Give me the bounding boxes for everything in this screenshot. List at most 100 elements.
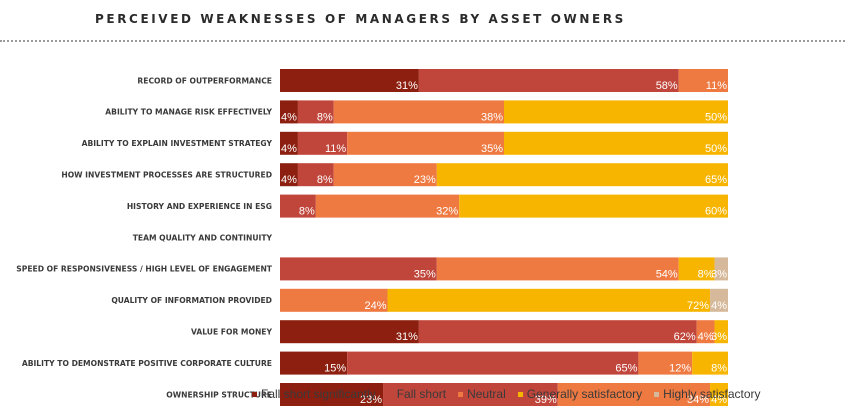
legend-label: Generally satisfactory [526, 387, 643, 401]
legend-label: Neutral [467, 387, 506, 401]
bar-value-label: 8% [317, 111, 333, 123]
bar-value-label: 15% [324, 363, 346, 375]
bar-segment [333, 163, 437, 187]
legend: Fall short significantly Fall short Neutra… [252, 387, 761, 401]
category-labels-layer: RECORD OF OUTPERFORMANCE ABILITY TO MANAG… [16, 76, 273, 399]
bar-segment [297, 131, 348, 155]
legend-item: Neutral [458, 387, 506, 401]
bar-value-label: 3% [711, 331, 727, 343]
bar-segment [678, 69, 728, 92]
bar-value-label: 4% [281, 174, 297, 186]
dotted-divider [0, 40, 845, 42]
bar-value-label: 38% [481, 111, 503, 123]
bar-value-label: 34% [687, 394, 709, 406]
bar-segment [418, 69, 679, 92]
bar-value-label: 39% [535, 394, 557, 406]
bar-segment [696, 320, 715, 344]
bar-segment [297, 163, 334, 187]
legend-label: Fall short [396, 387, 447, 401]
category-label: QUALITY OF INFORMATION PROVIDED [111, 296, 272, 305]
bar-value-label: 4% [698, 331, 714, 343]
bar-segment [280, 288, 388, 312]
bar-segment [504, 100, 728, 124]
legend-label: Fall short significantly [261, 387, 376, 401]
bar-value-label: 62% [674, 331, 696, 343]
legend-item: Generally satisfactory [517, 387, 643, 401]
bar-value-label: 11% [325, 143, 346, 155]
bar-value-label: 58% [656, 80, 678, 92]
bar-value-label: 4% [281, 143, 297, 155]
bar-segment [557, 383, 711, 406]
bar-value-label: 8% [317, 174, 333, 186]
bar-value-label: 23% [360, 394, 382, 406]
bar-value-label: 8% [698, 268, 714, 280]
bar-segment [418, 320, 697, 344]
legend-item: Highly satisfactory [654, 387, 761, 401]
bar-segment [297, 100, 334, 124]
bar-segment [710, 383, 728, 406]
bar-value-label: 4% [281, 111, 297, 123]
category-label: ABILITY TO EXPLAIN INVESTMENT STRATEGY [82, 139, 273, 148]
category-label: SPEED OF RESPONSIVENESS / HIGH LEVEL OF … [16, 265, 273, 274]
bars-layer: 31% 58% 11% 4% 8% 38% 50% 4% 11% 35% 50% 4% 8% 23% 65%… [280, 69, 728, 406]
bar-value-label: 65% [705, 174, 727, 186]
legend-swatch [252, 391, 257, 397]
bar-segment [692, 351, 728, 375]
legend-item: Fall short [387, 387, 447, 401]
bar-segment [347, 351, 639, 375]
bar-segment [436, 163, 728, 187]
legend-item: Fall short significantly [252, 387, 376, 401]
bar-value-label: 35% [481, 143, 503, 155]
bar-segment [638, 351, 693, 375]
bar-segment [280, 131, 298, 155]
bar-value-label: 31% [396, 80, 418, 92]
bar-segment [678, 257, 715, 281]
bar-value-label: 12% [669, 363, 691, 375]
bar-value-label: 11% [706, 80, 727, 92]
bar-segment [383, 383, 558, 406]
bar-value-label: 23% [414, 174, 436, 186]
bar-value-label: 24% [364, 300, 386, 312]
category-label: HOW INVESTMENT PROCESSES ARE STRUCTURED [61, 171, 272, 180]
bar-segment [280, 163, 298, 187]
legend-swatch [458, 391, 464, 397]
bar-value-label: 65% [615, 363, 637, 375]
bar-segment [714, 257, 728, 281]
bar-segment [280, 100, 298, 124]
bar-segment [436, 257, 679, 281]
bar-segment [280, 194, 316, 218]
legend-swatch [517, 391, 523, 397]
category-label: TEAM QUALITY AND CONTINUITY [133, 233, 273, 242]
category-label: RECORD OF OUTPERFORMANCE [137, 76, 272, 85]
bar-value-label: 50% [705, 143, 727, 155]
category-label: ABILITY TO DEMONSTRATE POSITIVE CORPORAT… [22, 359, 272, 368]
bar-value-label: 35% [414, 268, 436, 280]
bar-segment [504, 131, 728, 155]
bar-value-label: 31% [396, 331, 418, 343]
legend-swatch [387, 391, 393, 397]
bar-segment [280, 383, 384, 406]
bar-segment [280, 320, 419, 344]
bar-segment [280, 257, 437, 281]
bar-value-label: 8% [299, 206, 315, 218]
bar-value-label: 60% [705, 206, 727, 218]
bar-segment [333, 100, 504, 124]
category-label: VALUE FOR MONEY [191, 328, 272, 337]
bar-segment [347, 131, 504, 155]
bar-value-label: 4% [711, 394, 727, 406]
bar-value-label: 4% [711, 300, 727, 312]
bar-segment [280, 351, 348, 375]
bar-segment [315, 194, 460, 218]
bar-value-label: 50% [705, 111, 727, 123]
bar-value-label: 3% [711, 268, 727, 280]
category-label: OWNERSHIP STRUCTURE [166, 390, 272, 399]
legend-label: Highly satisfactory [663, 387, 761, 401]
bar-value-label: 54% [656, 268, 678, 280]
bar-segment [459, 194, 728, 218]
bar-value-label: 8% [711, 363, 727, 375]
bar-value-label: 32% [436, 206, 458, 218]
category-label: HISTORY AND EXPERIENCE IN ESG [127, 202, 272, 211]
bar-value-label: 72% [687, 300, 709, 312]
legend-swatch [654, 391, 660, 397]
bar-segment [710, 288, 728, 312]
